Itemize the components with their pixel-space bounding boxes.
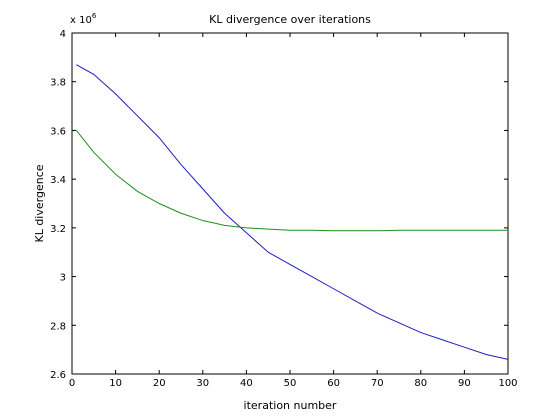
y-tick-label: 3.4 xyxy=(50,175,66,186)
x-tick-label: 50 xyxy=(284,378,297,389)
x-axis-ticks: 0 10 20 30 40 50 60 70 80 90 100 xyxy=(69,33,518,389)
x-tick-label: 90 xyxy=(458,378,471,389)
y-axis-ticks: 2.6 2.8 3 3.2 3.4 3.6 3.8 4 xyxy=(50,29,508,381)
x-tick-label: 30 xyxy=(196,378,209,389)
y-tick-label: 3.2 xyxy=(50,224,66,235)
series-layer xyxy=(75,64,509,360)
y-axis-exponent-base: x 10 xyxy=(70,15,92,26)
x-tick-label: 10 xyxy=(109,378,122,389)
y-tick-label: 2.6 xyxy=(50,370,66,381)
y-tick-label: 3.8 xyxy=(50,78,66,89)
plot-area xyxy=(71,32,509,375)
x-tick-label: 20 xyxy=(153,378,166,389)
series-line-1 xyxy=(76,64,509,360)
y-tick-label: 4 xyxy=(60,29,66,40)
x-tick-label: 80 xyxy=(414,378,427,389)
x-tick-label: 60 xyxy=(327,378,340,389)
x-tick-label: 70 xyxy=(371,378,384,389)
y-axis-exponent-power: 6 xyxy=(92,12,97,20)
x-tick-label: 0 xyxy=(69,378,75,389)
y-tick-label: 2.8 xyxy=(50,321,66,332)
series-line-2 xyxy=(75,130,508,232)
y-axis-label: KL divergence xyxy=(33,164,46,242)
y-axis-exponent: x 106 xyxy=(70,12,97,26)
chart-title: KL divergence over iterations xyxy=(209,13,371,26)
x-tick-label: 100 xyxy=(498,378,517,389)
x-tick-label: 40 xyxy=(240,378,253,389)
y-tick-label: 3 xyxy=(60,273,66,284)
x-axis-label: iteration number xyxy=(244,399,337,412)
y-tick-label: 3.6 xyxy=(50,126,66,137)
